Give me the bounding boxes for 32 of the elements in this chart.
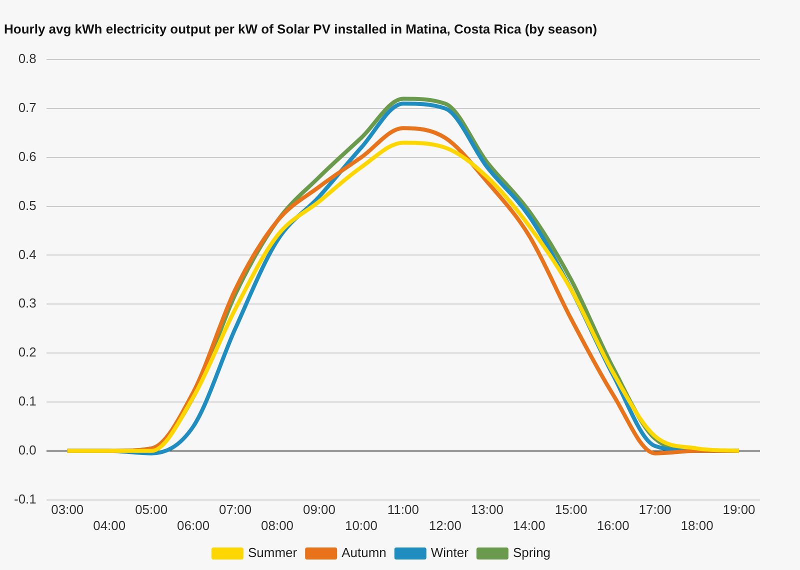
y-tick-label: 0.1 bbox=[18, 394, 36, 409]
legend-label: Summer bbox=[248, 545, 298, 560]
x-tick-label: 14:00 bbox=[512, 518, 546, 533]
y-tick-label: 0.2 bbox=[18, 344, 36, 360]
x-tick-label: 12:00 bbox=[428, 518, 462, 533]
x-tick-label: 03:00 bbox=[51, 502, 84, 518]
x-tick-label: 07:00 bbox=[219, 502, 252, 518]
legend-label: Autumn bbox=[342, 545, 386, 560]
x-tick-label: 10:00 bbox=[344, 518, 378, 533]
x-tick-label: 15:00 bbox=[554, 502, 588, 518]
x-tick-label: 08:00 bbox=[261, 518, 294, 533]
x-tick-label: 04:00 bbox=[93, 518, 126, 533]
x-tick-label: 19:00 bbox=[722, 502, 756, 518]
y-tick-label: 0.3 bbox=[18, 296, 36, 311]
y-tick-label: 0.5 bbox=[18, 198, 36, 213]
y-tick-label: 0.0 bbox=[18, 442, 36, 458]
x-tick-label: 18:00 bbox=[680, 518, 714, 533]
x-tick-label: 17:00 bbox=[638, 502, 672, 518]
y-tick-label: 0.6 bbox=[18, 149, 36, 164]
chart-title: Hourly avg kWh electricity output per kW of Solar PV installed in Matina, Costa Rica (by season) bbox=[4, 21, 598, 36]
legend-label: Spring bbox=[512, 545, 551, 560]
legend-label: Winter bbox=[430, 545, 470, 560]
y-tick-label: -0.1 bbox=[14, 491, 36, 506]
y-tick-label: 0.7 bbox=[18, 100, 36, 116]
x-tick-label: 16:00 bbox=[596, 518, 630, 533]
x-tick-label: 05:00 bbox=[135, 502, 168, 518]
y-tick-label: 0.8 bbox=[18, 51, 36, 66]
y-tick-label: 0.4 bbox=[18, 246, 36, 262]
x-tick-label: 06:00 bbox=[177, 518, 210, 533]
x-tick-label: 09:00 bbox=[302, 502, 336, 518]
x-tick-label: 13:00 bbox=[470, 502, 504, 518]
x-tick-label: 11:00 bbox=[387, 502, 419, 518]
